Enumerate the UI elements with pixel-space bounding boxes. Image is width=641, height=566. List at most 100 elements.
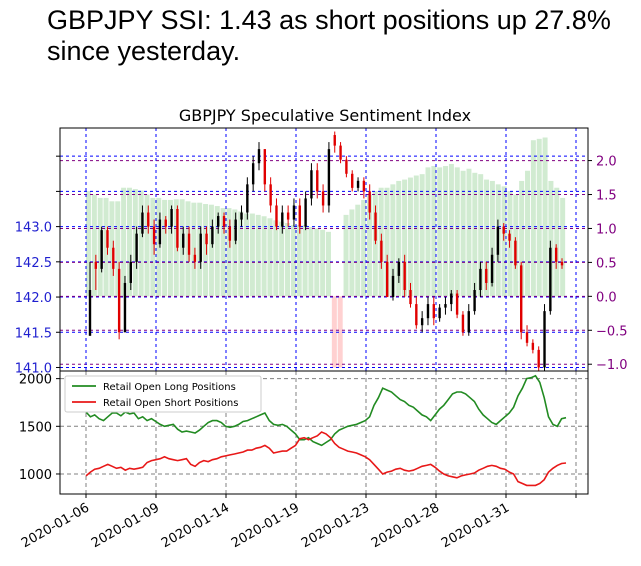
ssi-bar (320, 229, 326, 297)
x-axis-tick-label: 2020-01-28 (369, 500, 442, 551)
candle-body (374, 212, 377, 241)
ssi-bar (91, 194, 97, 297)
candle-body (88, 290, 92, 336)
candle-body (520, 265, 523, 333)
candle-body (403, 261, 406, 290)
candle-body (467, 311, 470, 333)
ssi-bar (402, 179, 408, 297)
candle-body (420, 318, 424, 326)
candle-body (281, 212, 284, 227)
ssi-bar (413, 175, 419, 297)
candle-body (286, 212, 290, 220)
ssi-bar (232, 209, 238, 297)
candle-body (415, 304, 418, 326)
ssi-bar (255, 214, 261, 297)
candle-body (490, 254, 494, 283)
ssi-bar (542, 137, 548, 297)
ssi-bar (109, 201, 115, 297)
candle-body (362, 180, 366, 192)
ssi-bar (448, 163, 454, 297)
candle-body (356, 180, 360, 188)
candle-body (554, 247, 558, 262)
ssi-bar (460, 170, 466, 297)
ssi-bar (267, 218, 273, 297)
candle-body (455, 293, 459, 315)
candle-body (543, 311, 546, 368)
ssi-bar (290, 225, 296, 297)
ssi-bar (273, 220, 279, 297)
left-axis-tick-label: 143.0 (15, 221, 52, 236)
right-axis-tick-label: 1.5 (596, 189, 617, 204)
ssi-bar (478, 174, 484, 297)
lower-panel: 1000 1500 2000 Retail Open Long Positions Re… (19, 370, 589, 551)
ssi-bar (530, 140, 536, 297)
candle-body (164, 219, 167, 227)
right-axis-tick-label: −1.0 (596, 358, 628, 373)
candle-body (531, 342, 535, 350)
ssi-bar (390, 184, 396, 297)
candle-body (94, 261, 98, 269)
ssi-bar (138, 190, 144, 297)
ssi-bar (191, 202, 197, 297)
ssi-bar (238, 211, 244, 297)
candle-body (222, 216, 226, 227)
ssi-bar (308, 227, 314, 297)
ssi-bar (560, 197, 566, 297)
ssi-bar (326, 231, 331, 297)
ssi-bar (97, 197, 103, 297)
candle-body (537, 349, 540, 368)
candle-body (438, 307, 441, 319)
right-axis-tick-label: 0.5 (596, 256, 617, 271)
candle-body (485, 268, 488, 283)
candle-body (216, 216, 220, 227)
candle-body (269, 184, 272, 206)
candle-body (193, 254, 197, 262)
lower-y-tick-label: 2000 (19, 373, 52, 388)
legend-label: Retail Open Long Positions (103, 382, 236, 393)
ssi-bar (384, 187, 390, 297)
ssi-bar (431, 166, 437, 297)
x-axis-tick-label: 2020-01-09 (89, 500, 162, 551)
candle-body (228, 226, 232, 241)
ssi-bar (103, 197, 109, 297)
ssi-bar (361, 199, 367, 297)
ssi-bar (472, 172, 478, 297)
ssi-bar (525, 170, 530, 297)
x-axis-tick-label: 2020-01-14 (159, 500, 232, 551)
ssi-bar (167, 199, 173, 297)
ssi-bar (425, 167, 431, 297)
chart-headline: GBPJPY SSI: 1.43 as short positions up 2… (47, 5, 611, 66)
ssi-bar (443, 166, 449, 297)
candle-body (112, 247, 115, 269)
candle-body (147, 212, 150, 227)
legend-label: Retail Open Short Positions (103, 398, 238, 409)
ssi-bar (214, 206, 220, 297)
candle-body (211, 226, 214, 245)
x-axis-tick-label: 2020-01-06 (19, 500, 92, 551)
candle-body (100, 230, 103, 269)
right-axis-tick-label: −0.5 (596, 324, 628, 339)
left-axis-tick-label: 142.5 (15, 256, 52, 271)
candle-body (304, 198, 307, 227)
candle-body (129, 261, 132, 283)
candle-body (496, 226, 500, 255)
ssi-bar (466, 168, 472, 297)
candle-body (502, 226, 505, 234)
candle-body (187, 233, 191, 255)
ssi-bar (501, 186, 507, 297)
candle-body (333, 135, 336, 146)
candle-body (432, 304, 436, 319)
ssi-bar (331, 296, 337, 368)
lower-y-tick-label: 1000 (19, 468, 52, 483)
ssi-bar (343, 214, 349, 297)
candle-body (473, 290, 476, 312)
upper-chart-title: GBPJPY Speculative Sentiment Index (179, 106, 471, 125)
ssi-bar (548, 180, 554, 297)
candle-body (426, 304, 430, 319)
candle-body (275, 205, 278, 227)
ssi-bar (484, 179, 490, 297)
ssi-bar (244, 213, 250, 297)
left-axis-tick-label: 141.5 (15, 326, 52, 341)
candle-body (351, 173, 354, 188)
